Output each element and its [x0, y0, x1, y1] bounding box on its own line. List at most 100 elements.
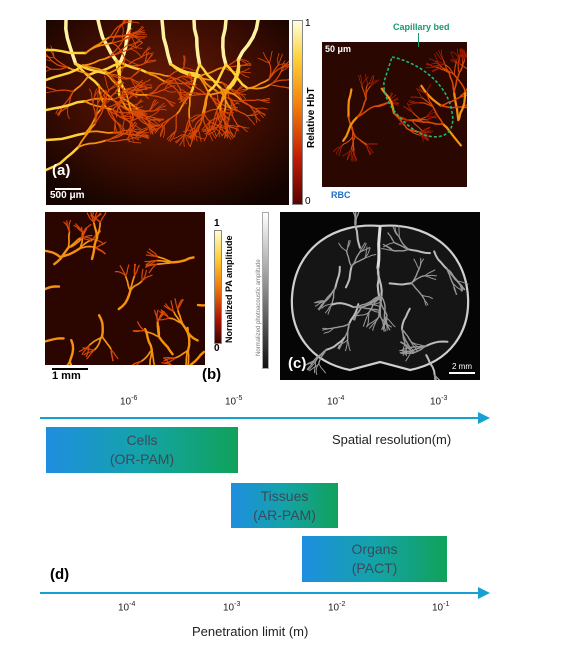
- vessel-segment: [129, 40, 143, 50]
- vessel-segment: [350, 149, 353, 161]
- vessel-segment: [119, 86, 125, 102]
- vessel-segment: [192, 20, 202, 67]
- vessel-segment: [425, 93, 434, 108]
- vessel-segment: [286, 87, 289, 89]
- vessel-segment: [398, 116, 410, 121]
- vessel-segment: [166, 81, 180, 95]
- vessel-segment: [109, 21, 125, 38]
- vessel-segment: [440, 96, 460, 107]
- vessel-segment: [344, 265, 353, 289]
- vessel-segment: [187, 73, 193, 86]
- vessel-segment: [78, 344, 90, 352]
- vessel-segment: [373, 101, 389, 107]
- vessel-segment: [216, 88, 230, 111]
- vessel-segment: [392, 248, 409, 252]
- vessel-segment: [184, 118, 191, 136]
- vessel-segment: [405, 350, 412, 362]
- vessel-segment: [147, 83, 162, 96]
- vessel-segment: [122, 27, 133, 41]
- top-tick-0: 10-6: [120, 395, 138, 408]
- vessel-segment: [434, 374, 441, 380]
- vessel-segment: [362, 311, 370, 327]
- vessel-segment: [125, 132, 141, 137]
- vessel-segment: [97, 314, 104, 338]
- vessel-segment: [169, 130, 177, 142]
- organs-label: Organs: [351, 541, 398, 557]
- vessel-segment: [461, 48, 463, 60]
- vessel-segment: [173, 134, 186, 140]
- vessel-segment: [183, 67, 196, 72]
- top-tick-1: 10-5: [225, 395, 243, 408]
- vessel-segment: [246, 110, 259, 116]
- vessel-segment: [453, 74, 466, 93]
- vessel-segment: [133, 128, 148, 136]
- vessel-segment: [147, 89, 165, 96]
- vessel-segment: [134, 264, 140, 277]
- vessel-segment: [163, 80, 173, 91]
- vessel-segment: [182, 95, 191, 107]
- top-tick-3: 10-3: [430, 395, 448, 408]
- vessel-segment: [203, 120, 211, 132]
- vessel-segment: [162, 124, 165, 138]
- vessel-segment: [163, 97, 175, 107]
- vessel-segment: [141, 269, 147, 282]
- vessel-segment: [147, 94, 165, 99]
- vessel-segment: [77, 139, 108, 148]
- brain-vasculature-c: [280, 212, 480, 380]
- vessel-segment: [97, 88, 103, 104]
- vessel-segment: [123, 20, 125, 24]
- vessel-segment: [448, 72, 455, 94]
- vessel-segment: [131, 35, 148, 38]
- vessel-segment: [367, 75, 374, 86]
- vessel-segment: [421, 294, 429, 306]
- vessel-segment: [63, 90, 74, 106]
- vessel-segment: [425, 116, 437, 119]
- vessel-segment: [322, 327, 335, 331]
- vessel-segment: [462, 49, 467, 59]
- top-tick-2: 10-4: [327, 395, 345, 408]
- vessel-segment: [124, 275, 132, 292]
- vessel-segment: [280, 60, 289, 69]
- vessel-segment: [131, 105, 142, 115]
- vessel-segment: [122, 36, 138, 41]
- vessel-segment: [144, 260, 158, 263]
- vessel-segment: [192, 134, 205, 140]
- vessel-segment: [398, 236, 409, 250]
- vessel-segment: [151, 119, 162, 128]
- vessel-segment: [167, 317, 184, 326]
- vessel-segment: [223, 111, 227, 130]
- vessel-segment: [197, 129, 202, 142]
- vessel-segment: [46, 64, 85, 82]
- vessel-segment: [108, 79, 120, 91]
- panel-a-inset-scalebar-label: 50 μm: [325, 44, 352, 54]
- vessel-segment: [163, 89, 177, 93]
- vessel-segment: [118, 20, 132, 66]
- vessel-segment: [45, 337, 65, 343]
- vessel-segment: [183, 55, 186, 69]
- vessel-segment: [418, 258, 425, 270]
- vessel-segment: [105, 107, 116, 123]
- vessel-segment: [352, 136, 355, 152]
- vessel-segment: [152, 124, 165, 131]
- vessel-segment: [418, 102, 434, 108]
- vessel-segment: [398, 224, 400, 238]
- vessel-segment: [352, 306, 370, 310]
- vessel-segment: [366, 311, 370, 328]
- vessel-segment: [207, 63, 228, 93]
- vessel-segment: [458, 90, 467, 120]
- vessel-segment: [354, 225, 361, 249]
- vessel-segment: [160, 77, 172, 85]
- vessel-segment: [254, 108, 264, 119]
- panel-b-scalebar-line: [52, 368, 88, 370]
- vessel-segment: [254, 107, 268, 110]
- vessel-segment: [347, 339, 351, 352]
- vessel-segment: [94, 104, 105, 125]
- vessel-segment: [225, 58, 240, 91]
- vessel-segment: [150, 123, 163, 128]
- vessel-segment: [408, 100, 420, 104]
- panel-d-label: (d): [50, 566, 70, 583]
- vessel-segment: [127, 56, 143, 66]
- vessel-segment: [227, 124, 241, 128]
- vessel-segment: [93, 212, 98, 223]
- vessel-segment: [380, 295, 386, 317]
